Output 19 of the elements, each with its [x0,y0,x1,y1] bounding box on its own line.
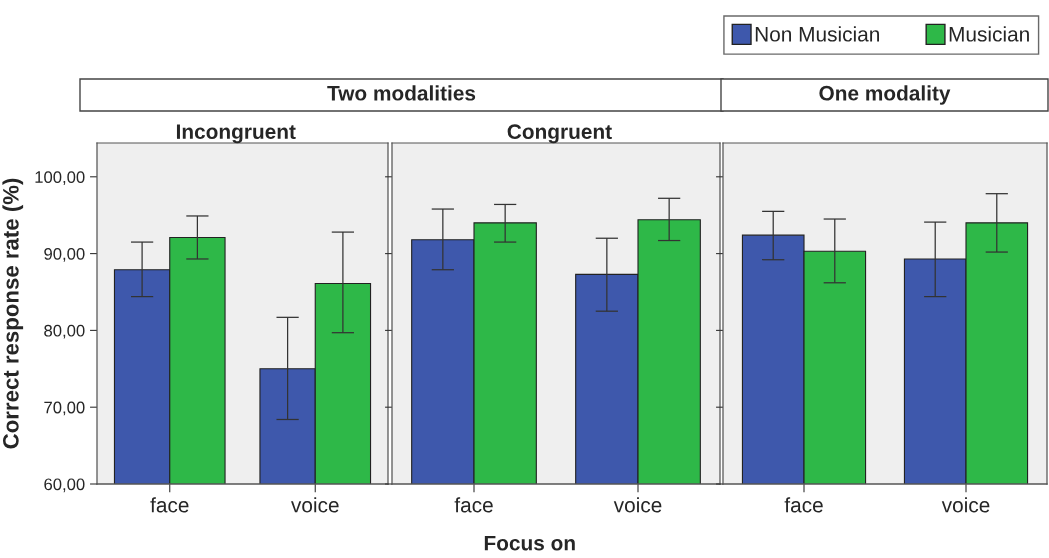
y-tick-label: 80,00 [44,324,85,339]
x-tick-label: face [454,497,493,513]
x-tick-label: face [150,497,189,513]
x-tick-label: face [784,497,823,513]
x-tick-label: voice [941,497,990,513]
y-tick-label: 90,00 [44,248,85,262]
legend-label: Non Musician [755,26,879,42]
y-tick-label: 100,00 [35,171,85,185]
x-axis-title: Focus on [484,535,575,551]
y-tick-label: 70,00 [44,401,85,416]
y-axis-title: Correct response rate (%) [2,178,24,449]
text: Two modalities [327,85,476,101]
text: One modality [819,85,951,105]
y-tick-label: 60,00 [44,478,85,493]
chart-title: Congruent [507,124,612,144]
legend-label: Musician [949,26,1029,42]
x-tick-label: voice [291,497,339,513]
x-tick-label: voice [613,497,662,513]
chart-title: Incongruent [176,124,296,144]
